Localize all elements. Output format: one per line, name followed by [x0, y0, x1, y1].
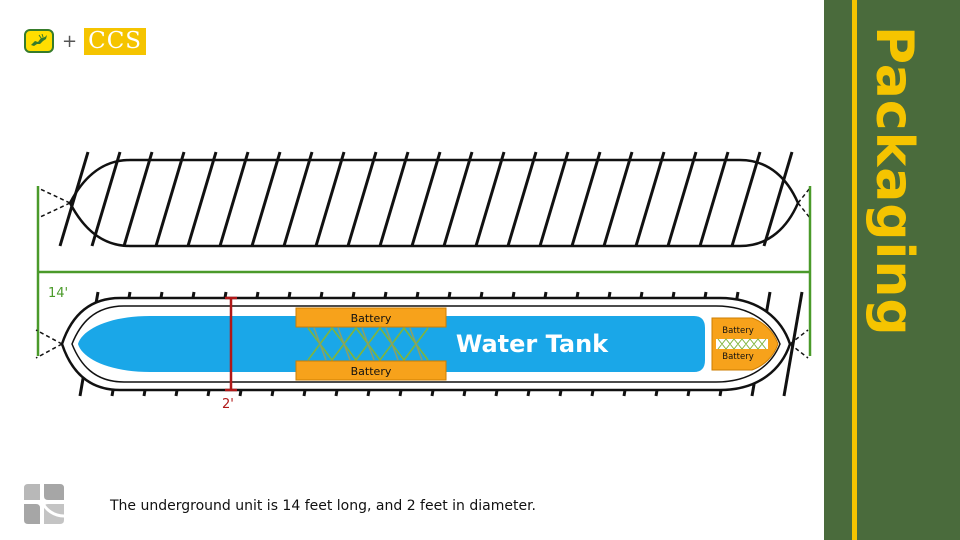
battery-lattice — [307, 326, 429, 362]
underground-unit-diagram: 14' Battery Battery Water Tank Battery B… — [35, 151, 812, 412]
lower-cutaway-view: Battery Battery Water Tank Battery Batte… — [35, 291, 809, 397]
length-label: 14' — [48, 286, 68, 301]
hatch-line — [666, 151, 698, 247]
hatch-line — [122, 151, 154, 247]
hatch-line — [314, 151, 346, 247]
hatch-line — [90, 151, 122, 247]
hatch-line — [410, 151, 442, 247]
hatch-line — [154, 151, 186, 247]
hatch-line — [570, 151, 602, 247]
hatch-line — [730, 151, 762, 247]
battery-top — [295, 307, 447, 328]
side-panel-stripe — [852, 0, 857, 540]
hatch-line — [698, 151, 730, 247]
side-title: Packaging — [864, 26, 924, 366]
hatch-line — [282, 151, 314, 247]
john-deere-logo-icon — [24, 29, 54, 53]
hatch-line — [506, 151, 538, 247]
side-title-text: Packaging — [864, 26, 924, 337]
hatch-line — [250, 151, 282, 247]
logo-bar: + CCS — [24, 26, 147, 56]
nose-battery-top-label: Battery — [722, 326, 753, 336]
upper-casing-view — [37, 151, 811, 248]
caption-text: The underground unit is 14 feet long, an… — [110, 498, 536, 514]
hatch-line — [378, 151, 410, 247]
hatch-line — [762, 151, 794, 247]
side-panel — [824, 0, 960, 540]
slide-footer-logo-icon — [24, 484, 65, 528]
plus-sign: + — [62, 30, 78, 52]
diameter-dimension: 2' — [222, 296, 237, 412]
battery-bottom — [295, 360, 447, 381]
hatch-line — [782, 291, 804, 397]
nose-battery-bottom-label: Battery — [722, 352, 753, 362]
battery-bottom-label: Battery — [351, 365, 392, 378]
hatch-line — [602, 151, 634, 247]
hatch-line — [442, 151, 474, 247]
length-dimension: 14' — [36, 186, 812, 356]
hatch-line — [538, 151, 570, 247]
hatch-line — [346, 151, 378, 247]
ccs-logo: CCS — [84, 27, 147, 55]
battery-top-label: Battery — [351, 312, 392, 325]
diameter-label: 2' — [222, 397, 234, 412]
hatch-line — [634, 151, 666, 247]
hatch-line — [218, 151, 250, 247]
water-tank-label: Water Tank — [456, 330, 609, 358]
hatch-line — [58, 151, 90, 247]
hatch-line — [474, 151, 506, 247]
hatch-line — [186, 151, 218, 247]
